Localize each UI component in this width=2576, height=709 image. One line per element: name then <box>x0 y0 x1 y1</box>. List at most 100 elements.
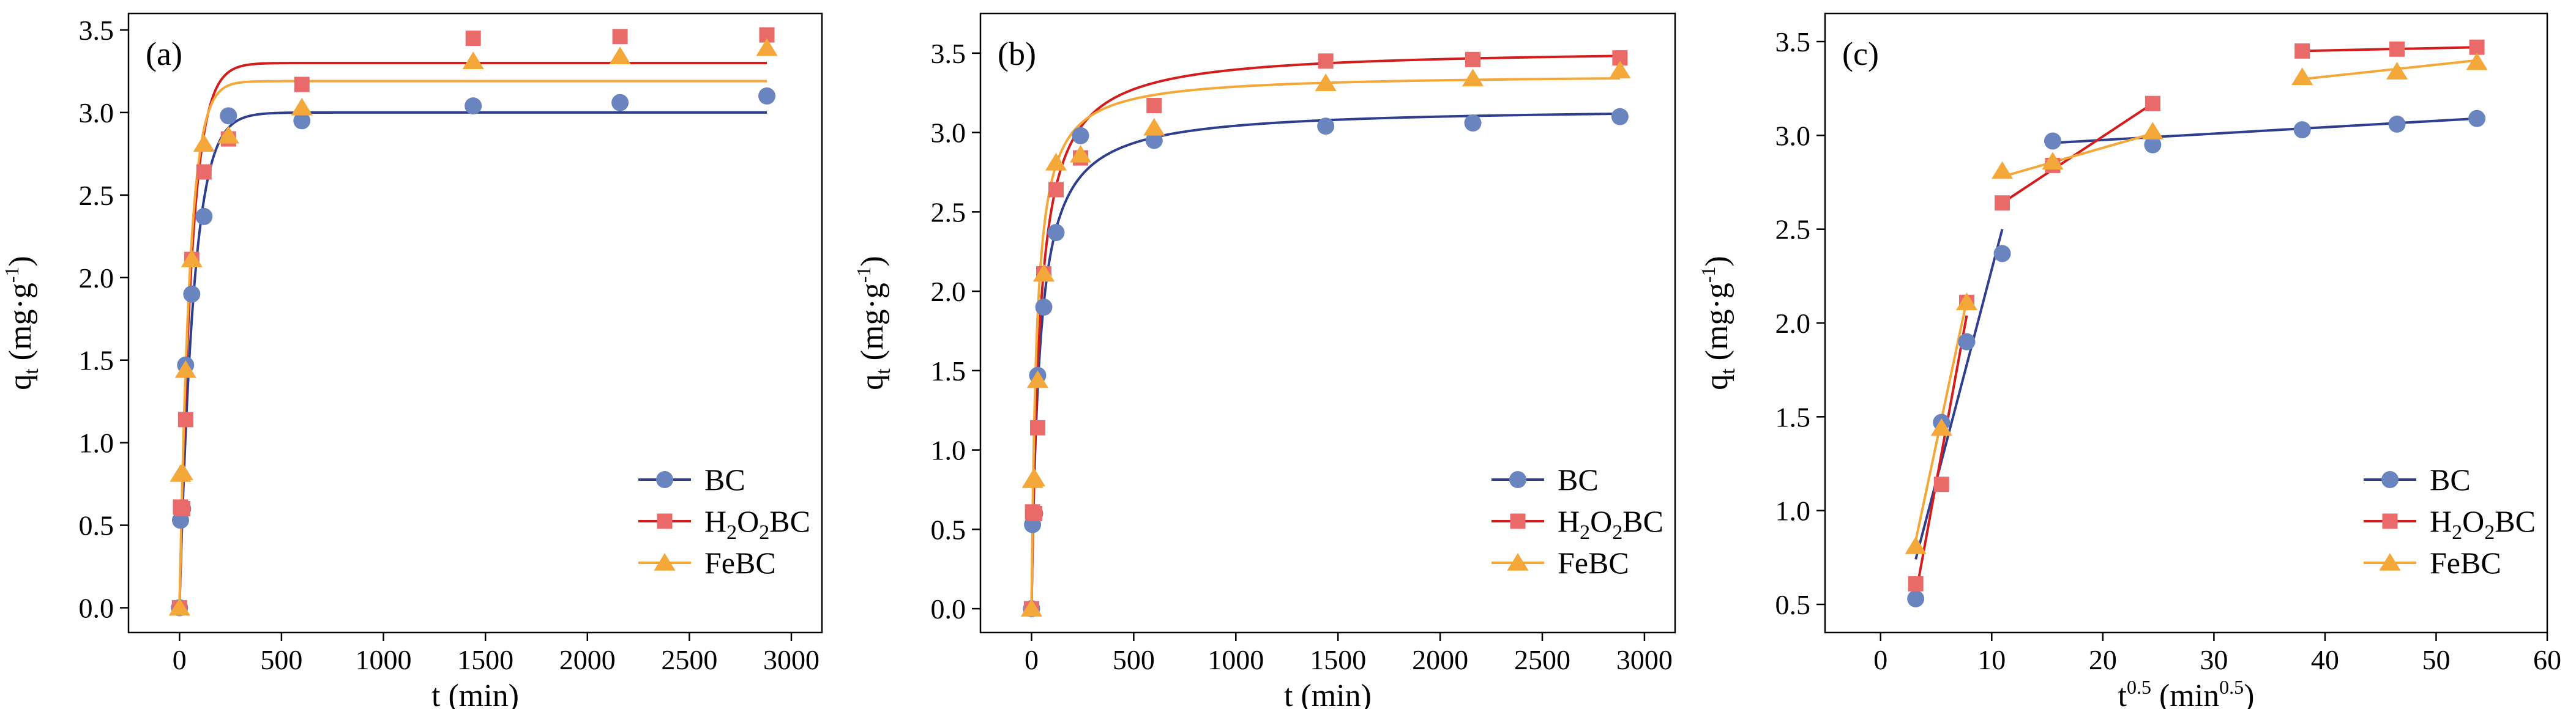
x-axis-label-sup2: 0.5 <box>2219 676 2244 698</box>
data-point-febc <box>1023 469 1046 487</box>
legend-marker <box>656 471 673 488</box>
y-tick-label: 0.0 <box>79 593 114 624</box>
legend-label-h2o2bc-o: O <box>2462 504 2484 538</box>
y-axis-label-sup: -1 <box>1 267 23 283</box>
data-point-febc <box>1462 69 1484 87</box>
legend-label: BC <box>704 462 745 497</box>
data-point-febc <box>193 134 215 152</box>
x-tick-label: 0 <box>1025 644 1039 675</box>
x-tick-label: 60 <box>2533 644 2561 675</box>
x-tick-label: 20 <box>2089 644 2117 675</box>
data-point-febc <box>1991 161 2014 179</box>
fit-line-febc <box>178 80 767 608</box>
data-point-febc <box>756 38 778 56</box>
x-tick-label: 3000 <box>1616 644 1673 675</box>
x-axis-label-close: ) <box>2244 678 2254 709</box>
data-point-febc <box>1609 61 1631 79</box>
plot-area <box>1020 50 1631 618</box>
legend-item-h2o2bc: H2O2BC <box>1491 504 1663 544</box>
y-tick-label: 2.0 <box>1775 308 1811 339</box>
y-tick-label: 1.0 <box>931 435 966 466</box>
legend-label-h2o2bc-sub1: 2 <box>2452 521 2462 544</box>
y-axis-label-close: ) <box>3 256 38 266</box>
legend-label: FeBC <box>2430 546 2501 580</box>
legend-label: BC <box>2430 462 2471 497</box>
data-point-febc <box>1020 599 1043 617</box>
data-point-bc <box>2044 132 2061 150</box>
x-tick-label: 0 <box>173 644 187 675</box>
data-point-h2o2bc <box>1029 420 1045 436</box>
data-point-bc <box>1958 333 1976 351</box>
data-point-febc <box>2386 62 2408 80</box>
plot-area <box>168 27 778 617</box>
legend-label-h2o2bc-bc: BC <box>1622 504 1663 538</box>
y-tick-label: 3.5 <box>1775 26 1811 58</box>
y-tick-label: 2.0 <box>931 276 966 307</box>
data-point-febc <box>1905 536 1927 554</box>
legend-marker <box>1510 513 1526 529</box>
y-tick-label: 0.0 <box>931 593 966 625</box>
fit-line-bc <box>1030 112 1620 609</box>
legend-label: H2O2BC <box>1558 504 1663 544</box>
x-tick-label: 500 <box>260 644 302 675</box>
fit-line-bc <box>178 111 767 608</box>
data-point-febc <box>1143 117 1165 136</box>
data-point-bc <box>758 87 776 105</box>
y-tick-label: 3.5 <box>931 38 966 69</box>
y-tick-label: 3.0 <box>931 117 966 149</box>
segment-line-h2o2bc <box>1914 315 1968 596</box>
data-point-bc <box>2144 136 2162 154</box>
data-point-bc <box>1047 224 1065 242</box>
data-point-h2o2bc <box>1318 53 1334 69</box>
data-point-h2o2bc <box>465 30 481 46</box>
legend-label-bc-text: BC <box>704 462 745 497</box>
data-point-bc <box>1907 590 1925 607</box>
legend-label-h2o2bc-sub1: 2 <box>1580 521 1590 544</box>
y-tick-label: 1.0 <box>79 428 114 459</box>
fit-line-febc <box>1030 77 1620 609</box>
data-point-bc <box>220 107 237 125</box>
data-point-bc <box>2293 121 2311 139</box>
y-axis-label-close: ) <box>1700 256 1734 266</box>
x-tick-label: 10 <box>1977 644 2006 675</box>
data-point-febc <box>1026 370 1049 388</box>
x-tick-label: 2000 <box>559 644 616 675</box>
legend-item-bc: BC <box>638 462 745 497</box>
data-point-febc <box>609 46 631 64</box>
chart-panel-3: 0 10 20 30 40 50 600.51.01.52.02.53.03.5 (c)t0.… <box>1697 12 2561 709</box>
x-tick-label: 1000 <box>1208 644 1264 675</box>
data-point-bc <box>1317 117 1335 135</box>
legend-label-febc-text: FeBC <box>2430 546 2501 580</box>
legend-label-h2o2bc-bc: BC <box>769 504 810 538</box>
data-point-bc <box>465 97 482 115</box>
data-point-febc <box>2141 122 2163 139</box>
y-axis-label: qt (mg·g-1) <box>853 256 895 390</box>
data-point-febc <box>217 125 239 144</box>
x-tick-label: 3000 <box>763 644 819 675</box>
legend-marker <box>1507 553 1529 571</box>
panel-label: (a) <box>146 35 182 72</box>
y-tick-label: 2.5 <box>79 180 114 211</box>
legend-label-h2o2bc-h: H <box>2430 504 2452 538</box>
data-point-febc <box>291 97 313 116</box>
segment-line-bc <box>2052 117 2477 144</box>
data-point-febc <box>181 250 203 267</box>
y-axis-label-unit: (mg·g <box>1700 283 1734 368</box>
data-point-bc <box>1072 127 1089 144</box>
segment-line-febc <box>2302 59 2477 81</box>
data-point-bc <box>2388 115 2406 133</box>
y-tick-label: 3.0 <box>1775 120 1811 151</box>
x-tick-label: 1500 <box>1310 644 1366 675</box>
data-point-bc <box>1611 108 1629 125</box>
y-axis-label-sup: -1 <box>1697 267 1719 283</box>
data-point-febc <box>1315 73 1337 91</box>
fit-line-h2o2bc <box>1030 54 1620 609</box>
data-point-h2o2bc <box>2469 39 2485 55</box>
x-axis-label-t: t <box>2118 678 2127 709</box>
legend-marker <box>1509 471 1526 488</box>
plot-frame <box>127 12 823 634</box>
data-point-h2o2bc <box>1908 576 1924 592</box>
legend-item-febc: FeBC <box>2364 546 2501 580</box>
data-point-febc <box>462 51 484 70</box>
